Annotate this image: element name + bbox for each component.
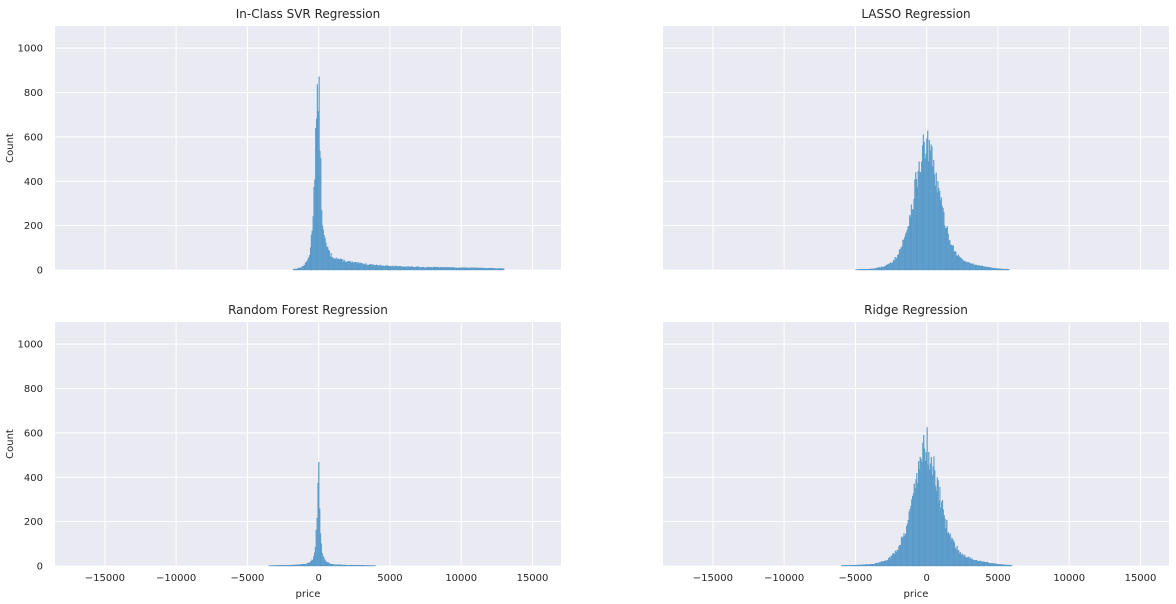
x-tick-label: −15000 xyxy=(85,573,125,584)
histogram-bars xyxy=(841,427,1013,567)
plot-area xyxy=(55,322,561,566)
chart-title: In-Class SVR Regression xyxy=(236,7,380,21)
y-axis-label: Count xyxy=(5,429,16,459)
histogram-bars xyxy=(268,461,376,567)
x-tick-label: −5000 xyxy=(839,573,873,584)
x-tick-label: 10000 xyxy=(1053,573,1085,584)
histogram-bar xyxy=(1011,565,1013,567)
y-tick-label: 1000 xyxy=(18,340,43,351)
chart-title: Random Forest Regression xyxy=(228,303,388,317)
subplot-4: Ridge Regression −15000 −10000 −5000 0 5000 10… xyxy=(663,303,1169,600)
x-tick-label: 15000 xyxy=(517,573,549,584)
histogram-bar xyxy=(503,268,505,271)
y-tick-label: 800 xyxy=(24,384,43,395)
x-axis-label: price xyxy=(904,589,929,600)
y-axis-label: Count xyxy=(5,133,16,163)
histogram-bars xyxy=(292,76,505,271)
x-tick-label: −10000 xyxy=(764,573,804,584)
y-tick-label: 800 xyxy=(24,88,43,99)
y-tick-label: 1000 xyxy=(18,44,43,55)
subplot-3: Random Forest Regression 0 200 400 600 800 100… xyxy=(5,303,561,600)
histogram-bars xyxy=(855,130,1010,271)
x-tick-label: −15000 xyxy=(693,573,733,584)
y-tick-label: 400 xyxy=(24,177,43,188)
x-axis-label: price xyxy=(296,589,321,600)
y-tick-label: 600 xyxy=(24,428,43,439)
x-tick-label: −10000 xyxy=(156,573,196,584)
x-tick-label: 5000 xyxy=(985,573,1010,584)
y-tick-label: 200 xyxy=(24,221,43,232)
x-tick-label: 0 xyxy=(924,573,930,584)
y-tick-label: 600 xyxy=(24,132,43,143)
chart-title: Ridge Regression xyxy=(864,303,968,317)
x-tick-label: 10000 xyxy=(445,573,477,584)
x-tick-label: 5000 xyxy=(377,573,402,584)
histogram-bar xyxy=(1008,269,1010,271)
x-tick-label: −5000 xyxy=(231,573,265,584)
y-tick-label: 0 xyxy=(37,562,43,573)
subplot-2: LASSO Regression xyxy=(663,7,1169,271)
chart-title: LASSO Regression xyxy=(861,7,970,21)
subplot-1: In-Class SVR Regression 0 200 400 600 800 1000… xyxy=(5,7,561,277)
plot-area xyxy=(55,26,561,270)
y-tick-label: 0 xyxy=(37,266,43,277)
y-tick-label: 200 xyxy=(24,517,43,528)
x-tick-label: 15000 xyxy=(1125,573,1157,584)
x-tick-label: 0 xyxy=(316,573,322,584)
y-tick-label: 400 xyxy=(24,473,43,484)
